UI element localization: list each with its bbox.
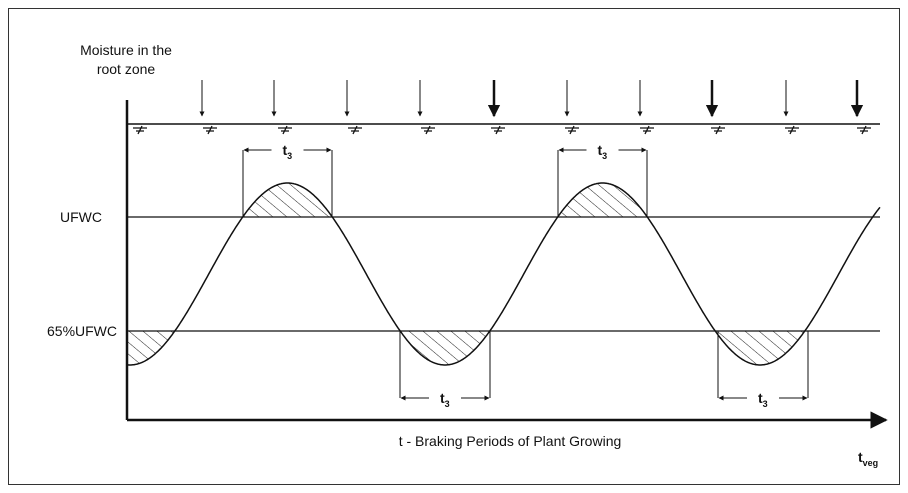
sub: 3 [287,151,292,161]
x-axis-end: tveg [858,449,878,468]
level-label: 65%UFWC [47,323,117,339]
t: t [858,449,863,465]
hatched-region [243,183,332,217]
sub: 3 [445,399,450,409]
interval-label: t3 [440,390,450,409]
t: t [440,390,445,406]
y-axis-label: root zone [97,61,156,77]
level-label: UFWC [60,209,102,225]
water-symbol [348,125,362,135]
y-axis-label: Moisture in the [80,42,172,58]
moisture-curve [126,182,881,366]
water-symbol [278,125,292,135]
sub: veg [863,458,879,468]
sub: 3 [602,151,607,161]
interval-label: t3 [598,142,608,161]
interval-label: t3 [758,390,768,409]
water-symbol [711,125,725,135]
interval-label: t3 [283,142,293,161]
water-symbol [857,125,871,135]
sub: 3 [763,399,768,409]
water-symbol [491,125,505,135]
hatched-region [400,330,490,365]
t: t [283,142,288,158]
water-symbol [640,125,654,135]
water-symbol [203,125,217,135]
water-symbol [133,125,147,135]
t: t [598,142,603,158]
water-symbol [785,125,799,135]
hatched-region [127,330,175,365]
water-symbol [421,125,435,135]
hatched-region [558,183,647,217]
frame [8,8,900,485]
hatched-region [718,326,808,365]
water-symbol [565,125,579,135]
x-axis-label: t - Braking Periods of Plant Growing [399,433,622,449]
t: t [758,390,763,406]
